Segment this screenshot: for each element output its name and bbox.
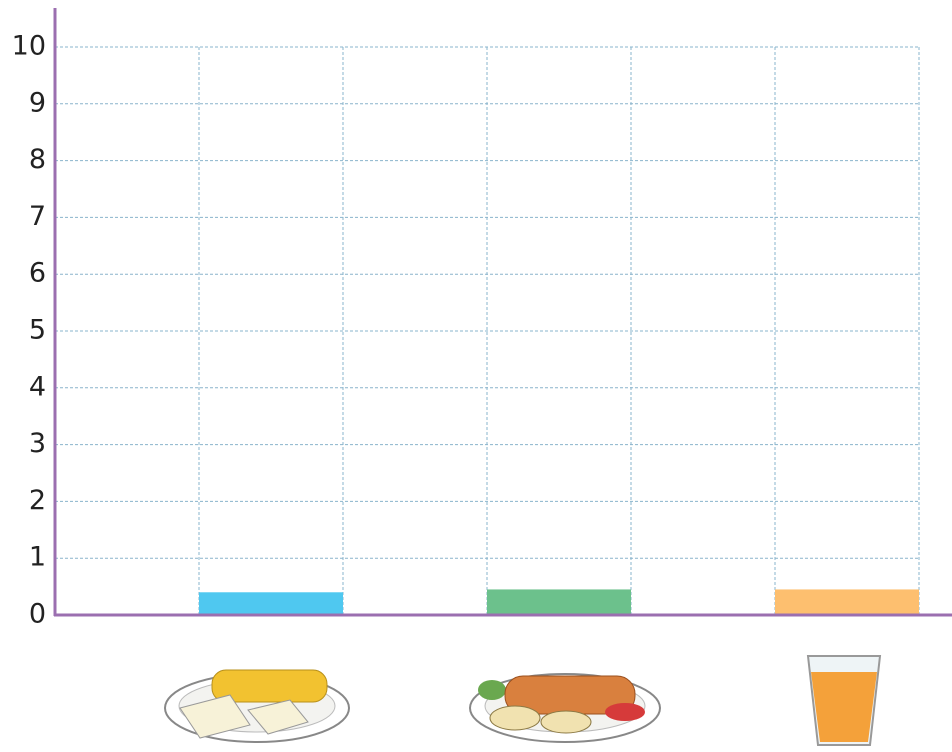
y-tick-label: 6 — [29, 258, 46, 289]
y-tick-label: 7 — [29, 201, 46, 232]
fried-fish-plate — [469, 673, 661, 743]
y-tick-label: 1 — [29, 542, 46, 573]
y-tick-label: 4 — [29, 371, 46, 402]
bars — [199, 589, 919, 615]
y-tick-label: 0 — [29, 599, 46, 630]
bar — [775, 589, 919, 615]
y-tick-label: 2 — [29, 485, 46, 516]
y-tick-label: 8 — [29, 144, 46, 175]
y-tick-label: 3 — [29, 428, 46, 459]
y-tick-label: 10 — [12, 31, 46, 62]
juice-glass — [806, 655, 882, 746]
y-tick-label: 9 — [29, 87, 46, 118]
y-tick-label: 5 — [29, 315, 46, 346]
grid — [55, 46, 920, 616]
bar — [199, 592, 343, 615]
bar — [487, 589, 631, 615]
corn-cheese-plate — [164, 669, 350, 743]
